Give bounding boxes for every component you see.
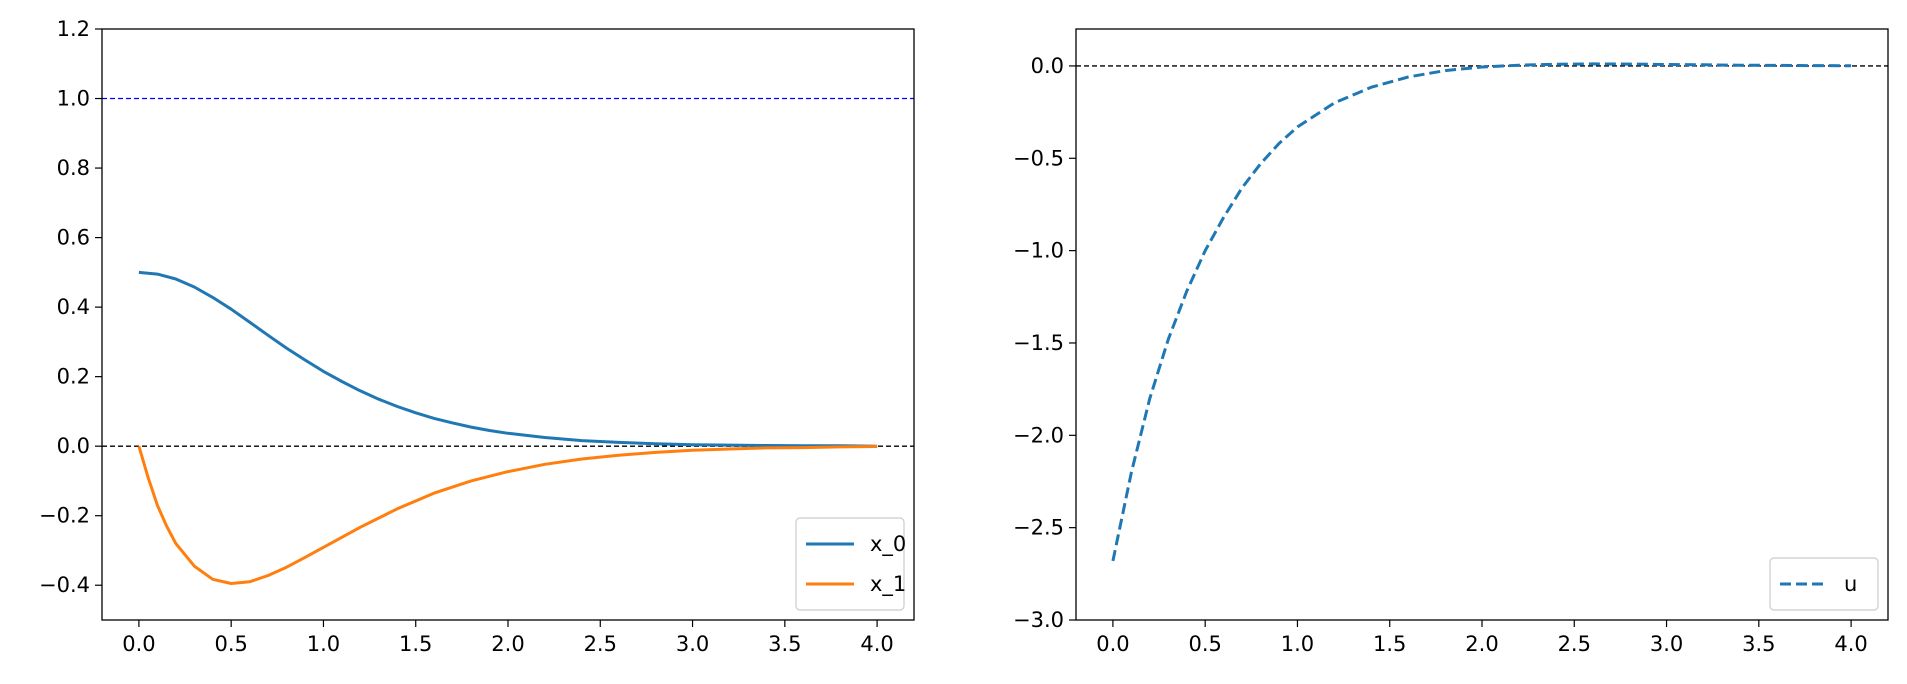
left-x-tick-label-7: 3.5 [768,632,801,656]
left-x-tick-label-5: 2.5 [584,632,617,656]
right-x-tick-label-8: 4.0 [1834,632,1867,656]
right-x-tick-label-1: 0.5 [1188,632,1221,656]
left-x-tick-label-3: 1.5 [399,632,432,656]
right-y-tick-label-5: −0.5 [1013,146,1064,170]
series-line-x_0 [138,270,878,448]
right-y-tick-label-4: −1.0 [1013,239,1064,263]
right-x-tick-label-7: 3.5 [1742,632,1775,656]
legend-label-x_0: x_0 [870,532,906,557]
left-y-tick-label-4: 0.4 [57,295,90,319]
left-y-tick-label-5: 0.6 [57,226,90,250]
right-x-tick-label-6: 3.0 [1650,632,1683,656]
legend-label-u: u [1844,572,1857,596]
legend-label-x_1: x_1 [870,572,906,597]
right-legend: u [1769,557,1879,611]
left-x-tick-label-6: 3.0 [676,632,709,656]
left-series-lines [137,270,878,585]
right-y-tick-label-0: −3.0 [1013,608,1064,632]
right-y-tick-label-6: 0.0 [1031,54,1064,78]
left-y-tick-label-1: −0.2 [39,504,90,528]
series-line-u [1111,62,1852,562]
left-chart: 0.0 0.5 1.0 1.5 2.0 2.5 3.0 3.5 4.0 −0.4−0.20.00… [39,17,915,656]
left-legend-box [795,517,905,611]
left-y-tick-label-8: 1.2 [57,17,90,41]
left-y-tick-label-2: 0.0 [57,434,90,458]
right-y-axis: −3.0 −2.5 −2.0 −1.5 −1.0 −0.5 0.0 [1013,54,1076,632]
left-y-tick-label-6: 0.8 [57,156,90,180]
right-series-lines [1111,62,1852,562]
right-x-tick-label-0: 0.0 [1096,632,1129,656]
left-y-tick-label-3: 0.2 [57,365,90,389]
right-x-axis: 0.0 0.5 1.0 1.5 2.0 2.5 3.0 3.5 4.0 [1096,620,1868,656]
right-y-tick-label-1: −2.5 [1013,516,1064,540]
left-y-axis: −0.4 −0.2 0.0 0.2 0.4 0.6 0.8 1.0 1.2 [39,17,102,597]
left-y-tick-label-0: −0.4 [39,573,90,597]
left-x-tick-label-4: 2.0 [491,632,524,656]
left-x-tick-label-2: 1.0 [307,632,340,656]
right-y-tick-label-2: −2.0 [1013,423,1064,447]
left-legend: x_0 x_1 [795,517,906,611]
left-x-tick-label-0: 0.0 [122,632,155,656]
right-legend-box [1769,557,1879,611]
left-x-tick-label-1: 0.5 [214,632,247,656]
right-x-tick-label-2: 1.0 [1281,632,1314,656]
left-x-axis: 0.0 0.5 1.0 1.5 2.0 2.5 3.0 3.5 4.0 [122,620,894,656]
series-line-x_1 [137,445,878,585]
right-x-tick-label-3: 1.5 [1373,632,1406,656]
left-y-tick-label-7: 1.0 [57,87,90,111]
left-x-tick-label-8: 4.0 [860,632,893,656]
right-x-tick-label-5: 2.5 [1558,632,1591,656]
right-y-tick-label-3: −1.5 [1013,331,1064,355]
right-x-tick-label-4: 2.0 [1465,632,1498,656]
right-chart: 0.0 0.5 1.0 1.5 2.0 2.5 3.0 3.5 4.0 −3.0 −2.5 −2.0… [1013,28,1889,656]
